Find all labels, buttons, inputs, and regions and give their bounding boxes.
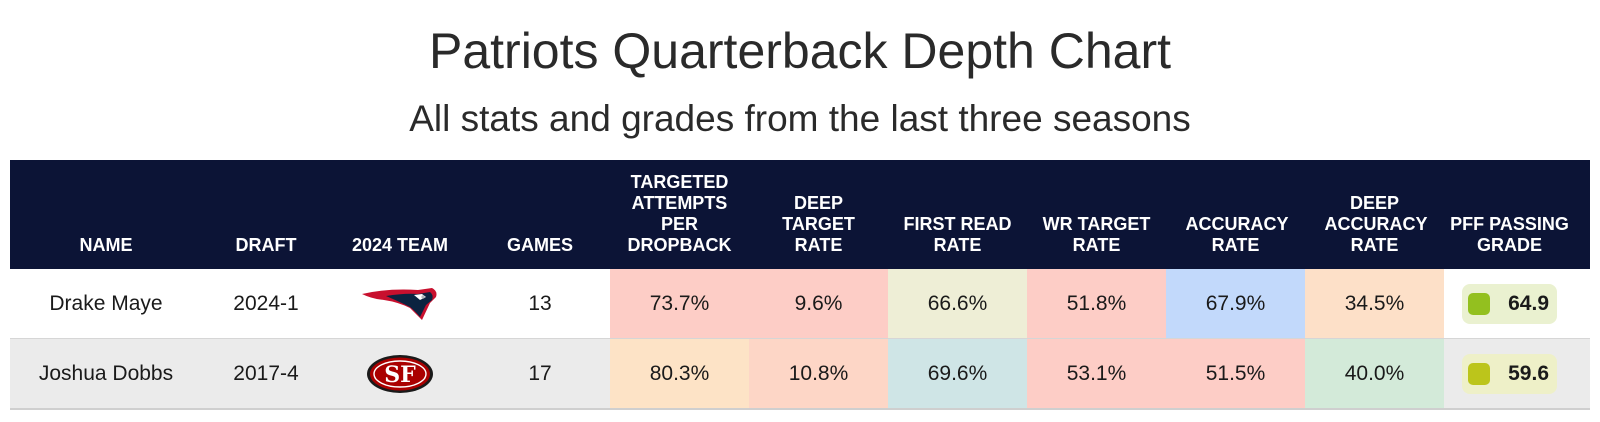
player-draft: 2024-1 xyxy=(233,291,299,315)
table-row: Drake Maye 2024-1 13 73.7% 9.6% 66.6% 51… xyxy=(10,269,1590,338)
pff-grade-value: 64.9 xyxy=(1508,291,1549,315)
stat-deep-target-rate: 10.8% xyxy=(749,339,888,408)
header-accuracy-rate-label: ACCURACY RATE xyxy=(1185,214,1289,255)
header-first-read-rate[interactable]: FIRST READ RATE xyxy=(888,160,1027,269)
header-wr-target-rate[interactable]: WR TARGET RATE xyxy=(1027,160,1166,269)
grade-color-indicator xyxy=(1468,362,1490,385)
header-team[interactable]: 2024 TEAM xyxy=(351,235,449,255)
patriots-logo-icon xyxy=(362,287,437,320)
header-wr-target-rate-label: WR TARGET RATE xyxy=(1042,214,1151,255)
pff-grade-cell: 59.6 xyxy=(1444,339,1575,408)
header-draft[interactable]: DRAFT xyxy=(235,235,297,255)
header-targeted-attempts[interactable]: TARGETED ATTEMPTS PER DROPBACK xyxy=(610,160,749,269)
grade-color-indicator xyxy=(1468,292,1490,315)
stat-wr-target-rate: 53.1% xyxy=(1027,339,1166,408)
header-targeted-attempts-label: TARGETED ATTEMPTS PER DROPBACK xyxy=(627,172,732,255)
header-deep-target-rate[interactable]: DEEP TARGET RATE xyxy=(749,160,888,269)
player-name: Drake Maye xyxy=(49,291,163,315)
49ers-logo-icon: SF xyxy=(367,354,433,393)
page-subtitle: All stats and grades from the last three… xyxy=(409,98,1191,139)
stat-wr-target-rate: 51.8% xyxy=(1027,269,1166,338)
depth-chart-table: NAME DRAFT 2024 TEAM GAMES TARGETED ATTE… xyxy=(10,160,1590,410)
header-first-read-rate-label: FIRST READ RATE xyxy=(903,214,1012,255)
header-accuracy-rate[interactable]: ACCURACY RATE xyxy=(1166,160,1305,269)
stat-deep-target-rate: 9.6% xyxy=(749,269,888,338)
header-name[interactable]: NAME xyxy=(79,235,133,255)
header-games[interactable]: GAMES xyxy=(506,235,573,255)
header-pff-passing-grade[interactable]: PFF PASSING GRADE xyxy=(1444,160,1575,269)
header-deep-target-rate-label: DEEP TARGET RATE xyxy=(782,193,855,255)
stat-first-read-rate: 69.6% xyxy=(888,339,1027,408)
svg-text:SF: SF xyxy=(384,362,416,388)
stat-targeted-attempts: 73.7% xyxy=(610,269,749,338)
pff-grade-cell: 64.9 xyxy=(1444,269,1575,338)
page-title: Patriots Quarterback Depth Chart xyxy=(429,23,1171,79)
stat-deep-accuracy-rate: 34.5% xyxy=(1305,269,1444,338)
header-deep-accuracy-rate-label: DEEP ACCURACY RATE xyxy=(1324,193,1428,255)
player-games: 13 xyxy=(528,291,552,315)
pff-grade-badge: 59.6 xyxy=(1462,353,1557,394)
header-pff-passing-grade-label: PFF PASSING GRADE xyxy=(1450,214,1569,255)
team-cell xyxy=(330,269,470,338)
stat-accuracy-rate: 51.5% xyxy=(1166,339,1305,408)
team-cell: SF xyxy=(330,339,470,408)
stat-deep-accuracy-rate: 40.0% xyxy=(1305,339,1444,408)
player-draft: 2017-4 xyxy=(233,361,299,385)
stat-targeted-attempts: 80.3% xyxy=(610,339,749,408)
header-deep-accuracy-rate[interactable]: DEEP ACCURACY RATE xyxy=(1305,160,1444,269)
pff-grade-value: 59.6 xyxy=(1508,361,1549,385)
table-row: Joshua Dobbs 2017-4 SF 17 80.3% 10.8% 69… xyxy=(10,338,1590,410)
stat-first-read-rate: 66.6% xyxy=(888,269,1027,338)
table-header: NAME DRAFT 2024 TEAM GAMES TARGETED ATTE… xyxy=(10,160,1590,269)
stat-accuracy-rate: 67.9% xyxy=(1166,269,1305,338)
player-games: 17 xyxy=(528,361,552,385)
player-name: Joshua Dobbs xyxy=(38,361,174,385)
pff-grade-badge: 64.9 xyxy=(1462,283,1557,324)
